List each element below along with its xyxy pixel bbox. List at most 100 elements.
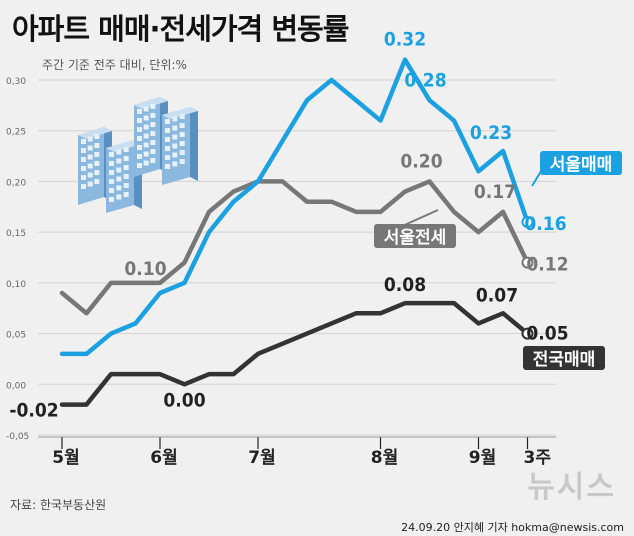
data-label: 0.17	[474, 181, 516, 203]
window	[179, 132, 185, 137]
series-line-서울매매	[59, 57, 530, 357]
series-line-서울전세	[59, 179, 530, 316]
window	[179, 141, 185, 146]
data-label: 0.23	[470, 122, 512, 144]
building-roof	[134, 97, 168, 109]
window	[172, 143, 178, 149]
window	[137, 136, 142, 141]
y-tick-label: 0,25	[6, 128, 26, 138]
window	[94, 179, 100, 184]
data-label: 0.10	[124, 258, 166, 280]
window	[137, 109, 142, 114]
window	[109, 197, 114, 202]
x-tick-label: 5월	[52, 448, 79, 468]
window	[179, 150, 185, 155]
window	[123, 192, 129, 197]
window	[172, 125, 178, 131]
window	[81, 166, 86, 171]
window	[116, 185, 122, 191]
window	[165, 146, 170, 151]
window	[143, 124, 149, 130]
legend-tag-box	[540, 151, 622, 175]
legend-tag-box	[523, 346, 605, 370]
data-label: 0.00	[163, 389, 205, 411]
window	[87, 172, 93, 178]
window	[150, 122, 156, 127]
window	[123, 156, 129, 161]
window	[116, 149, 122, 155]
window	[137, 118, 142, 123]
window	[172, 161, 178, 167]
building-roof	[162, 107, 198, 119]
window	[94, 170, 100, 175]
window	[165, 155, 170, 160]
byline: 24.09.20 안지혜 기자 hokma@newsis.com	[401, 521, 624, 534]
y-tick-label: -0,05	[6, 432, 29, 442]
legend-tag-label: 전국매매	[533, 350, 596, 370]
y-tick-label: 0,00	[6, 381, 26, 391]
y-tick-label: 0,30	[6, 77, 26, 87]
legend-tag-box	[374, 224, 456, 248]
window	[116, 167, 122, 173]
y-tick-label: 0,20	[6, 178, 26, 188]
data-label: 0.20	[400, 150, 442, 172]
window	[165, 128, 170, 133]
data-label: 0.16	[524, 213, 566, 235]
window	[87, 154, 93, 160]
window	[109, 161, 114, 166]
window	[165, 137, 170, 142]
window	[87, 136, 93, 142]
window	[150, 131, 156, 136]
window	[123, 165, 129, 170]
window	[94, 134, 100, 139]
y-tick-label: 0,05	[6, 331, 26, 341]
legend-tag-label: 서울전세	[384, 228, 447, 248]
window	[81, 148, 86, 153]
window	[81, 184, 86, 189]
source-note: 자료: 한국부동산원	[10, 498, 107, 512]
data-label: 0.08	[384, 274, 426, 296]
window	[143, 133, 149, 139]
data-label: 0.05	[526, 323, 568, 345]
series-line-전국매매	[59, 300, 530, 407]
window	[172, 116, 178, 122]
window	[172, 134, 178, 140]
window	[123, 147, 129, 152]
window	[165, 119, 170, 124]
data-label: -0.02	[9, 400, 58, 422]
window	[137, 145, 142, 150]
chart-subtitle: 주간 기준 전주 대비, 단위:%	[42, 58, 187, 72]
window	[123, 174, 129, 179]
series	[59, 57, 534, 407]
window	[109, 152, 114, 157]
axes: -0,05 0,00 0,05 0,10 0,15 0,20 0,25 0,30 5월 6월 7월 8…	[6, 77, 556, 468]
newsis-logo: 뉴시스	[527, 470, 616, 505]
window	[123, 183, 129, 188]
window	[137, 127, 142, 132]
window	[143, 160, 149, 166]
end-point-marker	[521, 256, 534, 269]
window	[94, 143, 100, 148]
legend-tag-label: 서울매매	[550, 155, 613, 175]
window	[143, 142, 149, 148]
window	[109, 179, 114, 184]
window	[81, 157, 86, 162]
window	[94, 152, 100, 157]
window	[87, 181, 93, 187]
end-point-marker	[521, 327, 534, 340]
data-label: 0.32	[384, 29, 426, 51]
window	[143, 151, 149, 157]
window	[150, 104, 156, 109]
window	[137, 154, 142, 159]
window	[179, 159, 185, 164]
y-tick-label: 0,10	[6, 280, 26, 290]
y-tick-label: 0,15	[6, 229, 26, 239]
window	[150, 149, 156, 154]
building-side	[190, 107, 198, 181]
x-tick-label: 6월	[150, 448, 177, 468]
window	[143, 106, 149, 112]
building-roof	[106, 140, 142, 152]
window	[179, 114, 185, 119]
window	[109, 188, 114, 193]
